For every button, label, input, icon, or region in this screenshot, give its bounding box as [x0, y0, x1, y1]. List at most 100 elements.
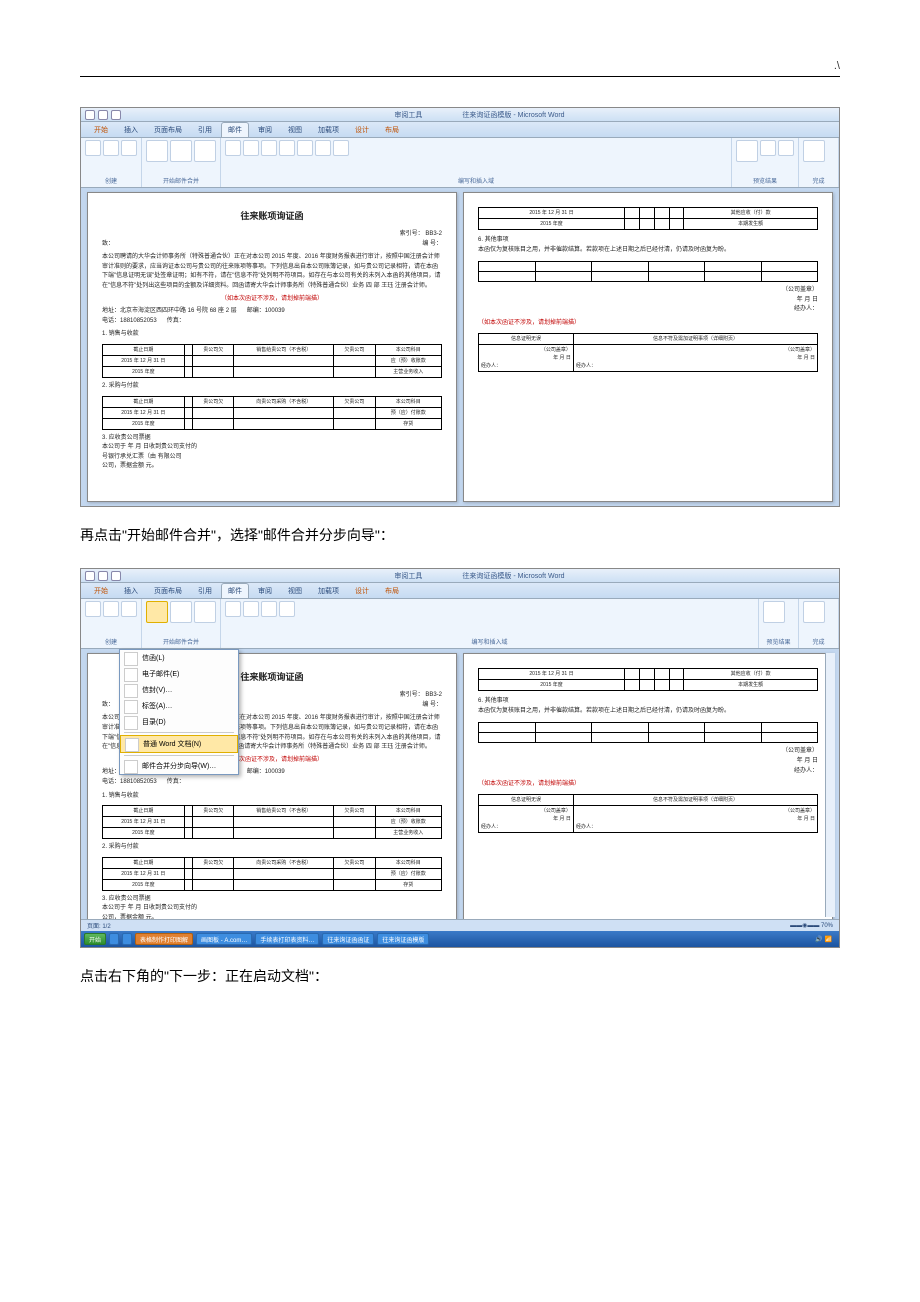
tab-layout[interactable]: 布局	[378, 122, 406, 137]
select-recipients-button-2[interactable]	[170, 601, 192, 623]
tab-review-2[interactable]: 审阅	[251, 583, 279, 598]
envelope-icon-2[interactable]	[103, 601, 119, 617]
tab-addins-2[interactable]: 加载项	[311, 583, 346, 598]
qat-undo-icon-2[interactable]	[111, 571, 121, 581]
page-header-marker: .\	[80, 60, 840, 77]
address-block-icon-2[interactable]	[243, 601, 259, 617]
tab-mailings[interactable]: 邮件	[221, 122, 249, 137]
taskbar-quicklaunch-1[interactable]	[109, 933, 119, 945]
finish-merge-icon[interactable]	[803, 140, 825, 162]
preview-results-icon-2[interactable]	[763, 601, 785, 623]
envelope-cn-icon-2[interactable]	[85, 601, 101, 617]
office-button[interactable]	[85, 110, 95, 120]
address-block-icon[interactable]	[243, 140, 259, 156]
dropdown-item-letter[interactable]: 信函(L)	[120, 650, 238, 666]
tab-layout-2[interactable]: 布局	[378, 583, 406, 598]
no-label: 编 号：	[422, 241, 442, 247]
finish-merge-icon-2[interactable]	[803, 601, 825, 623]
start-button[interactable]: 开始	[84, 933, 106, 945]
taskbar-app-1[interactable]: 表格制作打印图解	[135, 933, 193, 945]
select-recipients-button[interactable]	[170, 140, 192, 162]
tab-review[interactable]: 审阅	[251, 122, 279, 137]
auto-check-icon[interactable]	[778, 140, 794, 156]
dropdown-item-email[interactable]: 电子邮件(E)	[120, 666, 238, 682]
status-zoom[interactable]: ▬▬◉▬▬ 70%	[790, 922, 833, 929]
qat-undo-icon[interactable]	[111, 110, 121, 120]
handler-label: 经办人：	[794, 306, 818, 312]
start-mailmerge-button-2[interactable]	[146, 601, 168, 623]
dropdown-item-envelope[interactable]: 信封(V)…	[120, 682, 238, 698]
find-recipient-icon[interactable]	[760, 140, 776, 156]
tab-addins[interactable]: 加载项	[311, 122, 346, 137]
titlebar: 审阅工具 往来询证函模版 - Microsoft Word	[81, 108, 839, 122]
dropdown-item-wizard[interactable]: 邮件合并分步向导(W)…	[120, 758, 238, 774]
conf-ng: 信息不符及需加证明事项（详细附页）	[573, 333, 817, 344]
match-fields-icon[interactable]	[315, 140, 331, 156]
index-value: BB3-2	[425, 231, 442, 237]
group-label-finish-2: 完成	[803, 637, 834, 646]
qat-save-icon-2[interactable]	[98, 571, 108, 581]
labels-icon-2[interactable]	[121, 601, 137, 617]
dropdown-item-directory[interactable]: 目录(D)	[120, 714, 238, 730]
t2-h3: 向贵公司采购（不含税）	[234, 396, 334, 407]
office-button-2[interactable]	[85, 571, 95, 581]
tab-insert-2[interactable]: 插入	[117, 583, 145, 598]
cell: 应（预）收账款	[375, 817, 441, 828]
taskbar-quicklaunch-2[interactable]	[122, 933, 132, 945]
taskbar-app-5[interactable]: 往来询证函模版	[377, 933, 429, 945]
preview-results-icon[interactable]	[736, 140, 758, 162]
tab-references[interactable]: 引用	[191, 122, 219, 137]
cell: 2015 年 12 月 31 日	[103, 817, 185, 828]
dropdown-item-normal-doc[interactable]: 普通 Word 文档(N)	[120, 735, 238, 753]
rules-icon[interactable]	[297, 140, 313, 156]
dropdown-item-label[interactable]: 标签(A)…	[120, 698, 238, 714]
highlight-fields-icon-2[interactable]	[225, 601, 241, 617]
tab-references-2[interactable]: 引用	[191, 583, 219, 598]
cell: 预（应）付账款	[375, 868, 441, 879]
insert-merge-field-icon-2[interactable]	[279, 601, 295, 617]
taskbar-app-4[interactable]: 往来询证函函证	[322, 933, 374, 945]
post-label-b: 邮编：	[247, 769, 265, 775]
tab-design[interactable]: 设计	[348, 122, 376, 137]
section-1-title: 1. 销售与收款	[102, 330, 442, 340]
cell: 2015 年度	[103, 828, 185, 839]
greeting-line-icon[interactable]	[261, 140, 277, 156]
start-mailmerge-button[interactable]	[146, 140, 168, 162]
tab-insert[interactable]: 插入	[117, 122, 145, 137]
tab-home-2[interactable]: 开始	[87, 583, 115, 598]
edit-recipients-button-2[interactable]	[194, 601, 216, 623]
labels-icon[interactable]	[121, 140, 137, 156]
item6-desc-b: 本函仅为复核账目之用，并非催款结算。若款项在上述日期之后已经付清，仍请及时函复为…	[478, 707, 818, 717]
s3-line1: 本公司于 年 月 日收到贵公司支付的	[102, 443, 442, 453]
highlight-fields-icon[interactable]	[225, 140, 241, 156]
handler-right: 经办人：	[576, 362, 815, 370]
update-labels-icon[interactable]	[333, 140, 349, 156]
tab-design-2[interactable]: 设计	[348, 583, 376, 598]
taskbar-app-2[interactable]: 画图板 - A.com…	[196, 933, 252, 945]
window-title: 往来询证函模版 - Microsoft Word	[462, 110, 564, 120]
date-format: 年 月 日	[797, 297, 818, 303]
cell: 欠贵公司	[334, 806, 376, 817]
t1-r2-5: 主营业务收入	[375, 366, 441, 377]
date: 年 月 日	[481, 815, 571, 823]
item6-title-b: 6. 其他事项	[478, 697, 818, 707]
taskbar-app-3[interactable]: 手续表打印表资料…	[255, 933, 319, 945]
task-pane[interactable]	[825, 653, 835, 917]
tab-pagelayout[interactable]: 页面布局	[147, 122, 189, 137]
tab-view[interactable]: 视图	[281, 122, 309, 137]
t2-h4: 欠贵公司	[334, 396, 376, 407]
envelope-icon[interactable]	[103, 140, 119, 156]
edit-recipients-button[interactable]	[194, 140, 216, 162]
greeting-line-icon-2[interactable]	[261, 601, 277, 617]
tab-mailings-2[interactable]: 邮件	[221, 583, 249, 598]
ribbon-group-startmerge: 开始邮件合并	[142, 138, 221, 187]
tab-pagelayout-2[interactable]: 页面布局	[147, 583, 189, 598]
ribbon-tabs-2: 开始 插入 页面布局 引用 邮件 审阅 视图 加载项 设计 布局	[81, 583, 839, 599]
insert-merge-field-icon[interactable]	[279, 140, 295, 156]
qat-save-icon[interactable]	[98, 110, 108, 120]
dropdown-separator-2	[124, 755, 234, 756]
envelope-cn-icon[interactable]	[85, 140, 101, 156]
system-tray[interactable]: 🔊 📶	[815, 936, 836, 943]
tab-home[interactable]: 开始	[87, 122, 115, 137]
tab-view-2[interactable]: 视图	[281, 583, 309, 598]
